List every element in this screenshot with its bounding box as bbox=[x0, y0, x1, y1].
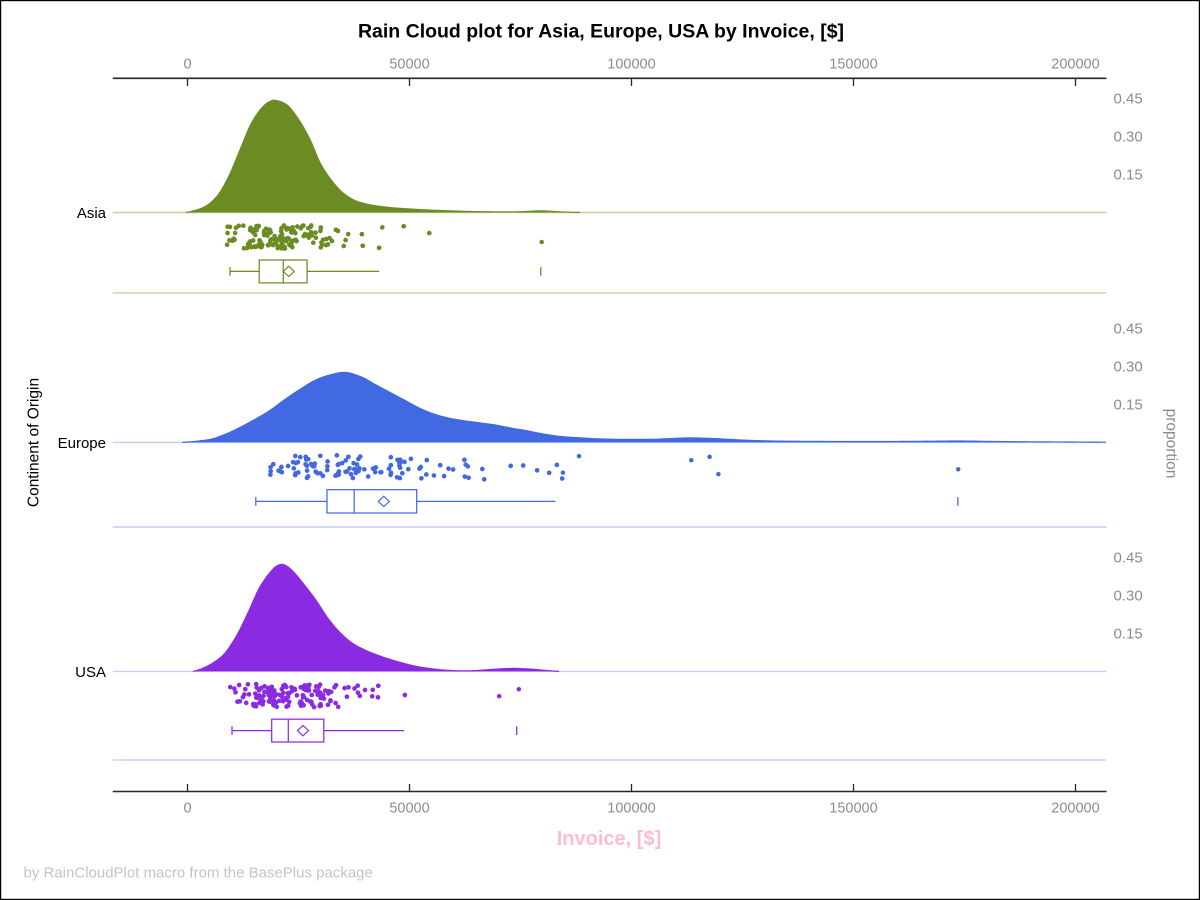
svg-text:USA: USA bbox=[75, 664, 106, 681]
svg-text:Asia: Asia bbox=[77, 205, 107, 222]
svg-text:Rain Cloud plot for Asia, Euro: Rain Cloud plot for Asia, Europe, USA by… bbox=[358, 21, 844, 43]
svg-text:0.15: 0.15 bbox=[1114, 397, 1143, 414]
svg-text:50000: 50000 bbox=[389, 801, 429, 817]
svg-text:100000: 100000 bbox=[607, 57, 655, 73]
svg-text:100000: 100000 bbox=[607, 801, 655, 817]
svg-text:Continent of Origin: Continent of Origin bbox=[26, 378, 43, 507]
svg-text:0: 0 bbox=[183, 801, 191, 817]
svg-text:0.45: 0.45 bbox=[1114, 549, 1143, 566]
svg-text:0.30: 0.30 bbox=[1114, 129, 1143, 146]
svg-text:Europe: Europe bbox=[58, 435, 106, 452]
svg-text:0.45: 0.45 bbox=[1114, 320, 1143, 337]
svg-text:150000: 150000 bbox=[829, 57, 877, 73]
svg-text:50000: 50000 bbox=[389, 57, 429, 73]
svg-text:150000: 150000 bbox=[829, 801, 877, 817]
svg-text:0.45: 0.45 bbox=[1114, 91, 1143, 108]
svg-text:Invoice, [$]: Invoice, [$] bbox=[557, 828, 661, 850]
svg-text:0.15: 0.15 bbox=[1114, 167, 1143, 184]
svg-text:200000: 200000 bbox=[1051, 57, 1099, 73]
svg-text:0.30: 0.30 bbox=[1114, 359, 1143, 376]
svg-text:200000: 200000 bbox=[1051, 801, 1099, 817]
svg-text:0.30: 0.30 bbox=[1114, 588, 1143, 605]
svg-text:proportion: proportion bbox=[1163, 409, 1180, 479]
svg-text:0.15: 0.15 bbox=[1114, 626, 1143, 643]
svg-text:by RainCloudPlot macro from th: by RainCloudPlot macro from the BasePlus… bbox=[24, 865, 373, 882]
svg-text:0: 0 bbox=[183, 57, 191, 73]
